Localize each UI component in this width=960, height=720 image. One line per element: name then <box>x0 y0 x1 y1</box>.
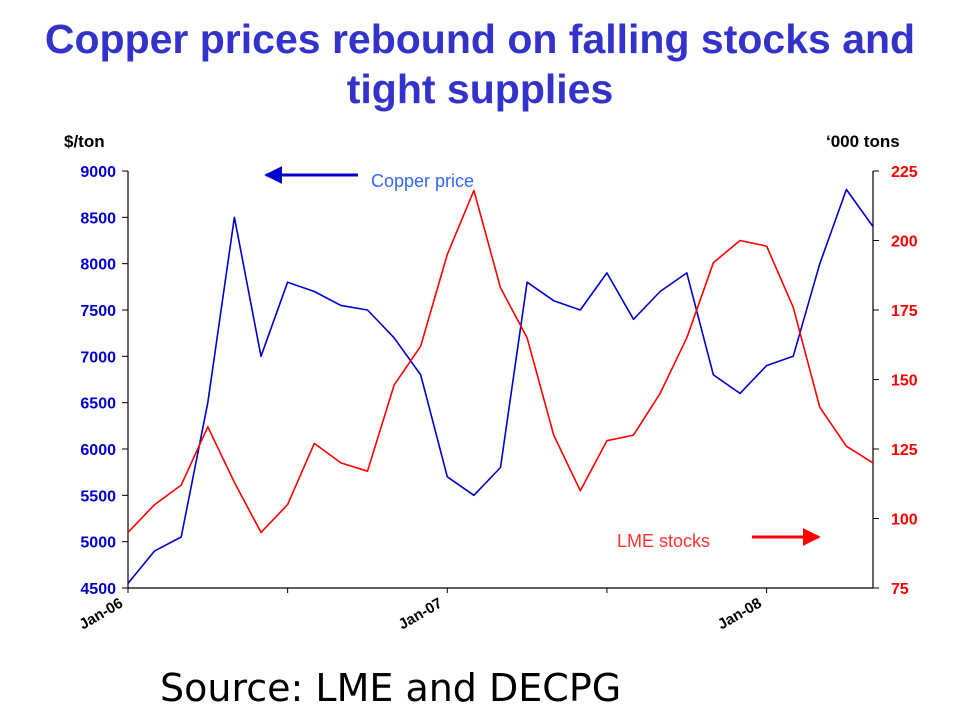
left-tick-label: 8500 <box>80 210 116 227</box>
right-tick-label: 175 <box>891 303 918 320</box>
right-tick-label: 125 <box>891 442 918 459</box>
chart-title: Copper prices rebound on falling stocks … <box>44 16 916 112</box>
right-tick-label: 75 <box>891 581 909 598</box>
left-tick-label: 7500 <box>80 303 116 320</box>
right-axis-unit: ‘000 tons <box>826 132 900 151</box>
left-tick-label: 9000 <box>80 164 116 181</box>
left-tick-label: 5000 <box>80 535 116 552</box>
lme-stocks-line <box>127 189 874 534</box>
x-tick-label: Jan-08 <box>715 595 765 633</box>
source-note: Source: LME and DECPG <box>160 666 622 710</box>
right-tick-label: 100 <box>891 512 918 529</box>
left-tick-label: 6000 <box>80 442 116 459</box>
left-tick-label: 4500 <box>80 581 116 598</box>
left-tick-label: 5500 <box>80 488 116 505</box>
left-tick-label: 7000 <box>80 349 116 366</box>
lme-stocks-annotation: LME stocks <box>617 531 710 551</box>
left-tick-label: 8000 <box>80 257 116 274</box>
right-tick-label: 225 <box>891 164 918 181</box>
left-axis-unit: $/ton <box>64 132 105 151</box>
right-tick-label: 150 <box>891 373 918 390</box>
copper-price-annotation: Copper price <box>371 171 474 191</box>
x-tick-label: Jan-06 <box>76 595 126 633</box>
right-tick-label: 200 <box>891 234 918 251</box>
left-tick-label: 6500 <box>80 396 116 413</box>
x-tick-label: Jan-07 <box>396 595 446 633</box>
copper-price-line <box>127 188 874 584</box>
